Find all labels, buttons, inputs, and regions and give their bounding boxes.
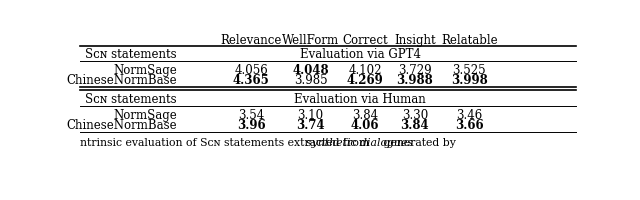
Text: Sᴄɴ statements: Sᴄɴ statements bbox=[85, 48, 177, 61]
Text: NormSage: NormSage bbox=[113, 109, 177, 122]
Text: Correct: Correct bbox=[342, 34, 388, 47]
Text: 3.46: 3.46 bbox=[456, 109, 483, 122]
Text: 3.10: 3.10 bbox=[298, 109, 324, 122]
Text: 4.365: 4.365 bbox=[233, 74, 269, 87]
Text: Evaluation via GPT4: Evaluation via GPT4 bbox=[300, 48, 420, 61]
Text: WellForm: WellForm bbox=[282, 34, 339, 47]
Text: 3.84: 3.84 bbox=[401, 119, 429, 132]
Text: 3.74: 3.74 bbox=[296, 119, 325, 132]
Text: Evaluation via Human: Evaluation via Human bbox=[294, 93, 426, 106]
Text: Sᴄɴ statements: Sᴄɴ statements bbox=[85, 93, 177, 106]
Text: 3.66: 3.66 bbox=[455, 119, 484, 132]
Text: 3.998: 3.998 bbox=[451, 74, 488, 87]
Text: ntrinsic evaluation of Sᴄɴ statements extracted from: ntrinsic evaluation of Sᴄɴ statements ex… bbox=[80, 138, 372, 148]
Text: 4.06: 4.06 bbox=[351, 119, 380, 132]
Text: ChineseNormBase: ChineseNormBase bbox=[66, 74, 177, 87]
Text: 3.84: 3.84 bbox=[352, 109, 378, 122]
Text: synthetic dialogues: synthetic dialogues bbox=[306, 138, 413, 148]
Text: 3.96: 3.96 bbox=[237, 119, 266, 132]
Text: generated by: generated by bbox=[380, 138, 456, 148]
Text: ChineseNormBase: ChineseNormBase bbox=[66, 119, 177, 132]
Text: 3.525: 3.525 bbox=[452, 64, 486, 77]
Text: 4.269: 4.269 bbox=[347, 74, 383, 87]
Text: 3.30: 3.30 bbox=[402, 109, 428, 122]
Text: Relatable: Relatable bbox=[441, 34, 498, 47]
Text: 4.056: 4.056 bbox=[234, 64, 268, 77]
Text: 3.988: 3.988 bbox=[396, 74, 433, 87]
Text: 3.985: 3.985 bbox=[294, 74, 328, 87]
Text: 3.54: 3.54 bbox=[238, 109, 264, 122]
Text: 4.048: 4.048 bbox=[292, 64, 329, 77]
Text: Relevance: Relevance bbox=[220, 34, 282, 47]
Text: 4.102: 4.102 bbox=[348, 64, 382, 77]
Text: Insight: Insight bbox=[394, 34, 436, 47]
Text: 3.729: 3.729 bbox=[398, 64, 431, 77]
Text: NormSage: NormSage bbox=[113, 64, 177, 77]
